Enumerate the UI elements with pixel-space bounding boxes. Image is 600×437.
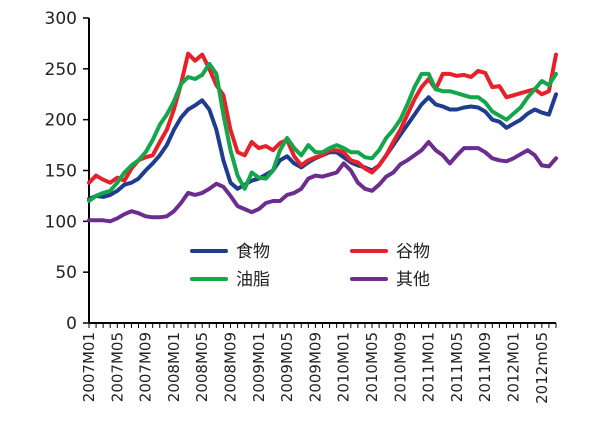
axes (88, 18, 556, 324)
y-tick-label: 150 (45, 162, 77, 182)
x-axis-ticks: 2007M01 2007M05 2007M09 2008M01 2008M05 2008M… (80, 323, 557, 404)
x-tick-label: 2011M01 (420, 332, 438, 402)
x-tick-label: 2011M05 (448, 332, 466, 402)
series-line-4 (87, 140, 558, 224)
x-tick-label: 2009M01 (250, 332, 268, 402)
x-tick-label: 2007M01 (80, 332, 98, 402)
x-tick-label: 2012M01 (505, 332, 523, 402)
y-tick-label: 50 (55, 263, 77, 283)
y-tick-label: 200 (45, 111, 77, 131)
x-tick-label: 2007M09 (137, 332, 155, 402)
x-tick-label: 2008M01 (165, 332, 183, 402)
legend-label-2: 谷物 (396, 242, 430, 262)
x-tick-label: 2009M09 (306, 332, 324, 402)
x-tick-label: 2008M09 (222, 332, 240, 402)
x-tick-label: 2010M01 (335, 332, 353, 402)
x-tick-label: 2010M05 (363, 332, 381, 402)
y-tick-label: 250 (45, 60, 77, 80)
series-line-3 (87, 61, 558, 203)
x-tick-label: 2009M05 (278, 332, 296, 402)
legend-label-3: 油脂 (236, 270, 270, 290)
x-tick-label: 2007M05 (108, 332, 126, 402)
y-tick-label: 100 (45, 212, 77, 232)
legend-label-4: 其他 (396, 270, 430, 290)
series-line-2 (87, 51, 558, 185)
x-tick-label: 2012m05 (533, 332, 551, 404)
x-tick-label: 2010M09 (391, 332, 409, 402)
y-axis-ticks: 0 50 100 150 200 250 300 (45, 9, 89, 334)
y-tick-label: 300 (45, 9, 77, 29)
series-lines (87, 51, 558, 224)
x-tick-label: 2011M09 (476, 332, 494, 402)
x-tick-label: 2008M05 (193, 332, 211, 402)
y-tick-label: 0 (66, 314, 77, 334)
legend-label-1: 食物 (236, 242, 270, 262)
